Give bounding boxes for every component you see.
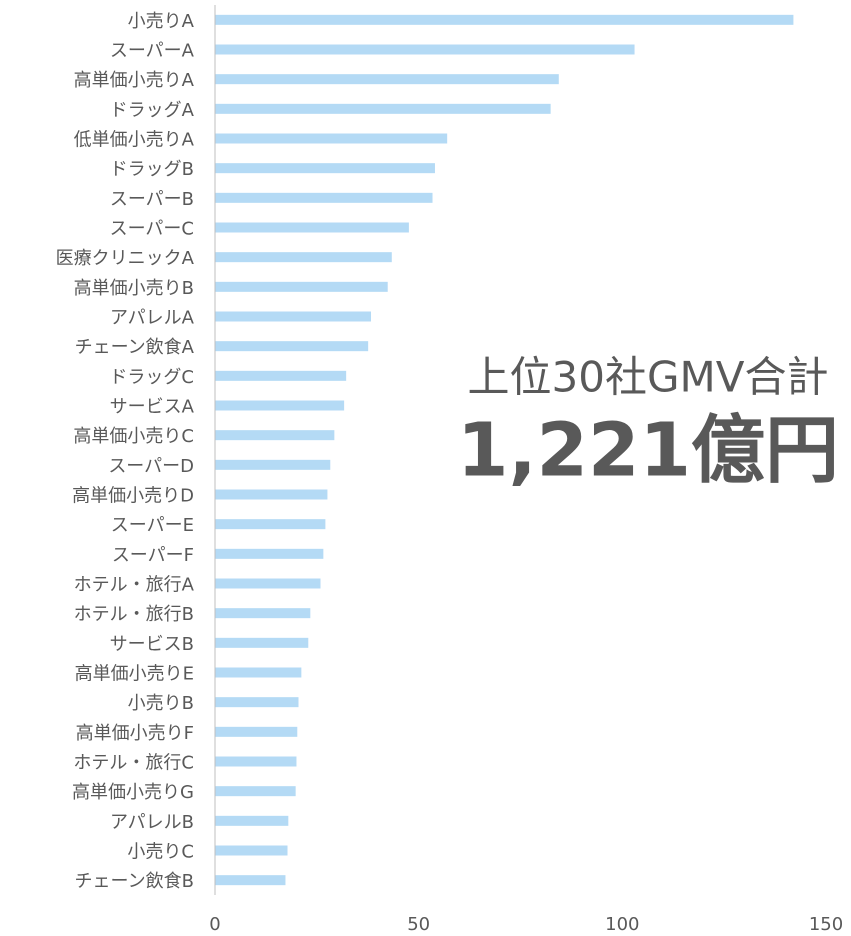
y-tick-label: 小売りA: [128, 11, 195, 32]
x-tick-label: 50: [407, 914, 430, 935]
y-tick-label: 高単価小売りA: [74, 70, 195, 91]
y-tick-label: 医療クリニックA: [56, 248, 195, 269]
bar: [215, 489, 328, 500]
bar: [215, 578, 321, 589]
y-tick-label: 高単価小売りE: [75, 664, 194, 685]
y-tick-label: 小売りB: [128, 693, 194, 714]
bar: [215, 875, 286, 886]
bar: [215, 192, 433, 203]
y-tick-label: ホテル・旅行A: [74, 575, 195, 596]
bar: [215, 786, 296, 797]
bar: [215, 163, 435, 174]
bar: [215, 430, 335, 441]
y-tick-label: ドラッグA: [110, 100, 195, 121]
y-tick-label: スーパーF: [112, 545, 194, 566]
bar: [215, 133, 448, 144]
y-tick-label: 高単価小売りB: [74, 278, 194, 299]
x-tick-label: 150: [809, 914, 843, 935]
bar: [215, 697, 299, 708]
annotation-total: 1,221億円: [457, 408, 839, 494]
y-tick-label: アパレルB: [110, 812, 194, 833]
bar: [215, 637, 309, 648]
y-tick-label: 高単価小売りG: [72, 782, 194, 803]
y-tick-label: スーパーE: [111, 515, 194, 536]
y-tick-label: ドラッグC: [109, 367, 194, 388]
y-tick-label: 高単価小売りD: [72, 486, 194, 507]
x-tick-label: 100: [605, 914, 639, 935]
bar: [215, 815, 289, 826]
bar: [215, 459, 331, 470]
bar: [215, 281, 388, 292]
y-tick-label: スーパーD: [108, 456, 194, 477]
bar: [215, 252, 392, 263]
bar: [215, 548, 324, 559]
annotation-label: 上位30社GMV合計: [468, 353, 829, 402]
bar: [215, 44, 635, 55]
bar: [215, 103, 551, 114]
y-tick-label: ホテル・旅行B: [74, 604, 194, 625]
y-tick-label: スーパーC: [110, 219, 194, 240]
y-tick-label: サービスA: [110, 397, 195, 418]
bar: [215, 667, 302, 678]
y-tick-label: 高単価小売りC: [73, 426, 194, 447]
bar: [215, 14, 794, 25]
y-tick-label: アパレルA: [110, 308, 195, 329]
bar: [215, 370, 347, 381]
y-tick-label: チェーン飲食A: [75, 337, 195, 358]
bar: [215, 756, 297, 767]
y-tick-label: サービスB: [110, 634, 194, 655]
y-tick-label: ドラッグB: [110, 159, 194, 180]
y-tick-label: 高単価小売りF: [76, 723, 194, 744]
bar: [215, 400, 345, 411]
y-tick-label: チェーン飲食B: [75, 871, 194, 892]
bar: [215, 845, 288, 856]
y-tick-label: ホテル・旅行C: [73, 753, 194, 774]
y-tick-label: 低単価小売りA: [74, 130, 195, 151]
bar: [215, 74, 559, 85]
bar: [215, 726, 298, 737]
bar: [215, 311, 372, 322]
y-tick-label: スーパーB: [110, 189, 194, 210]
bar: [215, 608, 311, 619]
y-tick-label: 小売りC: [127, 842, 194, 863]
bar: [215, 222, 409, 233]
x-tick-label: 0: [209, 914, 220, 935]
y-tick-label: スーパーA: [110, 41, 195, 62]
bar: [215, 341, 369, 352]
bar: [215, 519, 326, 530]
